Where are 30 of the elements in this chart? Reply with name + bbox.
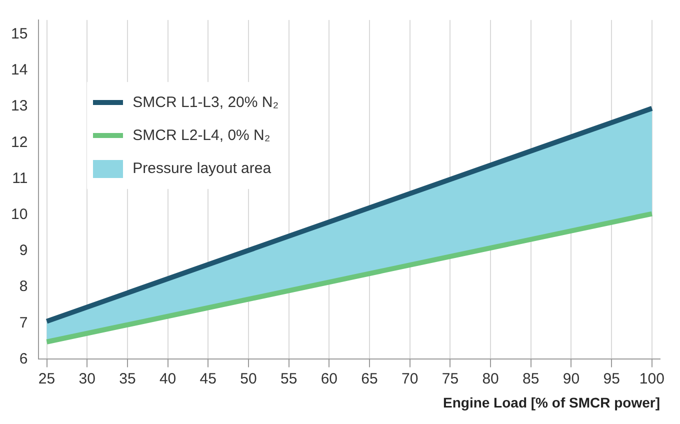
x-tick-label: 95 (603, 370, 620, 388)
x-tick-label: 75 (442, 370, 459, 388)
x-tick-label: 50 (240, 370, 257, 388)
y-tick-label: 14 (10, 62, 28, 79)
y-tick-label: 8 (19, 278, 28, 296)
y-tick-label: 7 (19, 314, 28, 332)
x-tick-label: 65 (361, 370, 378, 388)
x-tick-label: 100 (639, 370, 664, 388)
x-tick-label: 25 (38, 370, 56, 388)
x-tick-label: 60 (320, 370, 338, 388)
y-tick-label: 11 (12, 170, 28, 187)
x-tick-label: 45 (200, 370, 216, 388)
y-tick-label: 10 (10, 206, 28, 223)
y-tick-label: 13 (10, 98, 28, 115)
legend-label: SMCR L2-L4, 0% N₂ (132, 127, 270, 144)
legend-label: Pressure layout area (132, 160, 272, 177)
x-tick-label: 55 (280, 370, 298, 388)
x-tick-label: 35 (119, 370, 136, 388)
x-tick-label: 30 (78, 370, 96, 388)
x-tick-label: 80 (482, 370, 499, 388)
x-tick-label: 90 (562, 370, 580, 388)
x-axis-title: Engine Load [% of SMCR power] (443, 394, 660, 410)
x-tick-label: 40 (159, 370, 176, 388)
y-tick-label: 15 (10, 26, 28, 43)
y-tick-label: 6 (19, 350, 28, 368)
x-tick-label: 85 (522, 370, 540, 388)
y-tick-label: 12 (10, 134, 28, 151)
x-tick-label: 70 (402, 370, 418, 388)
y-tick-label: 9 (19, 242, 28, 260)
legend-label: SMCR L1-L3, 20% N₂ (132, 94, 279, 111)
